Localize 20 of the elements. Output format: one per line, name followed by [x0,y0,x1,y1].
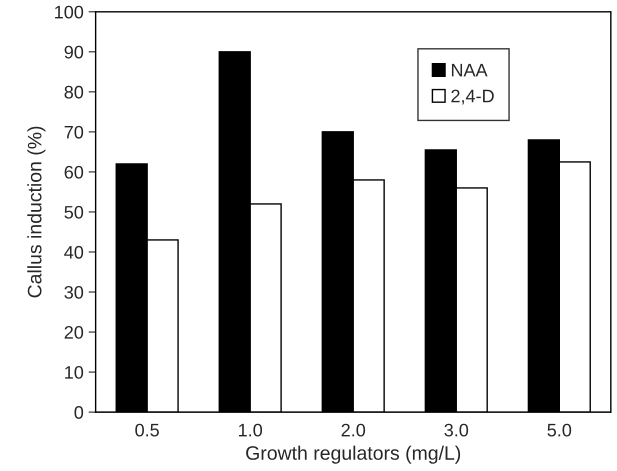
y-tick-label: 20 [64,326,84,339]
y-tick-label: 80 [64,86,84,99]
x-tick-label: 2.0 [342,424,366,436]
y-tick-label: 60 [64,166,84,179]
y-tick-label: 30 [64,286,84,299]
y-tick-label: 40 [64,246,84,259]
x-tick-label: 0.5 [135,424,159,436]
legend-label: 2,4-D [451,90,494,105]
y-tick-label: 10 [65,366,84,379]
y-tick-label: 0 [74,406,84,419]
y-axis-title: Callus induction (%) [27,126,46,298]
y-tick-label: 50 [64,206,84,219]
x-tick-label: 3.0 [444,424,468,436]
y-tick-label: 70 [64,126,84,139]
x-axis-title: Growth regulators (mg/L) [246,446,460,464]
x-tick-label: 1.0 [239,424,262,436]
legend-label: NAA [452,64,488,76]
y-tick-label: 90 [64,46,84,59]
y-tick-label: 100 [55,6,84,18]
x-tick-label: 5.0 [547,424,572,436]
